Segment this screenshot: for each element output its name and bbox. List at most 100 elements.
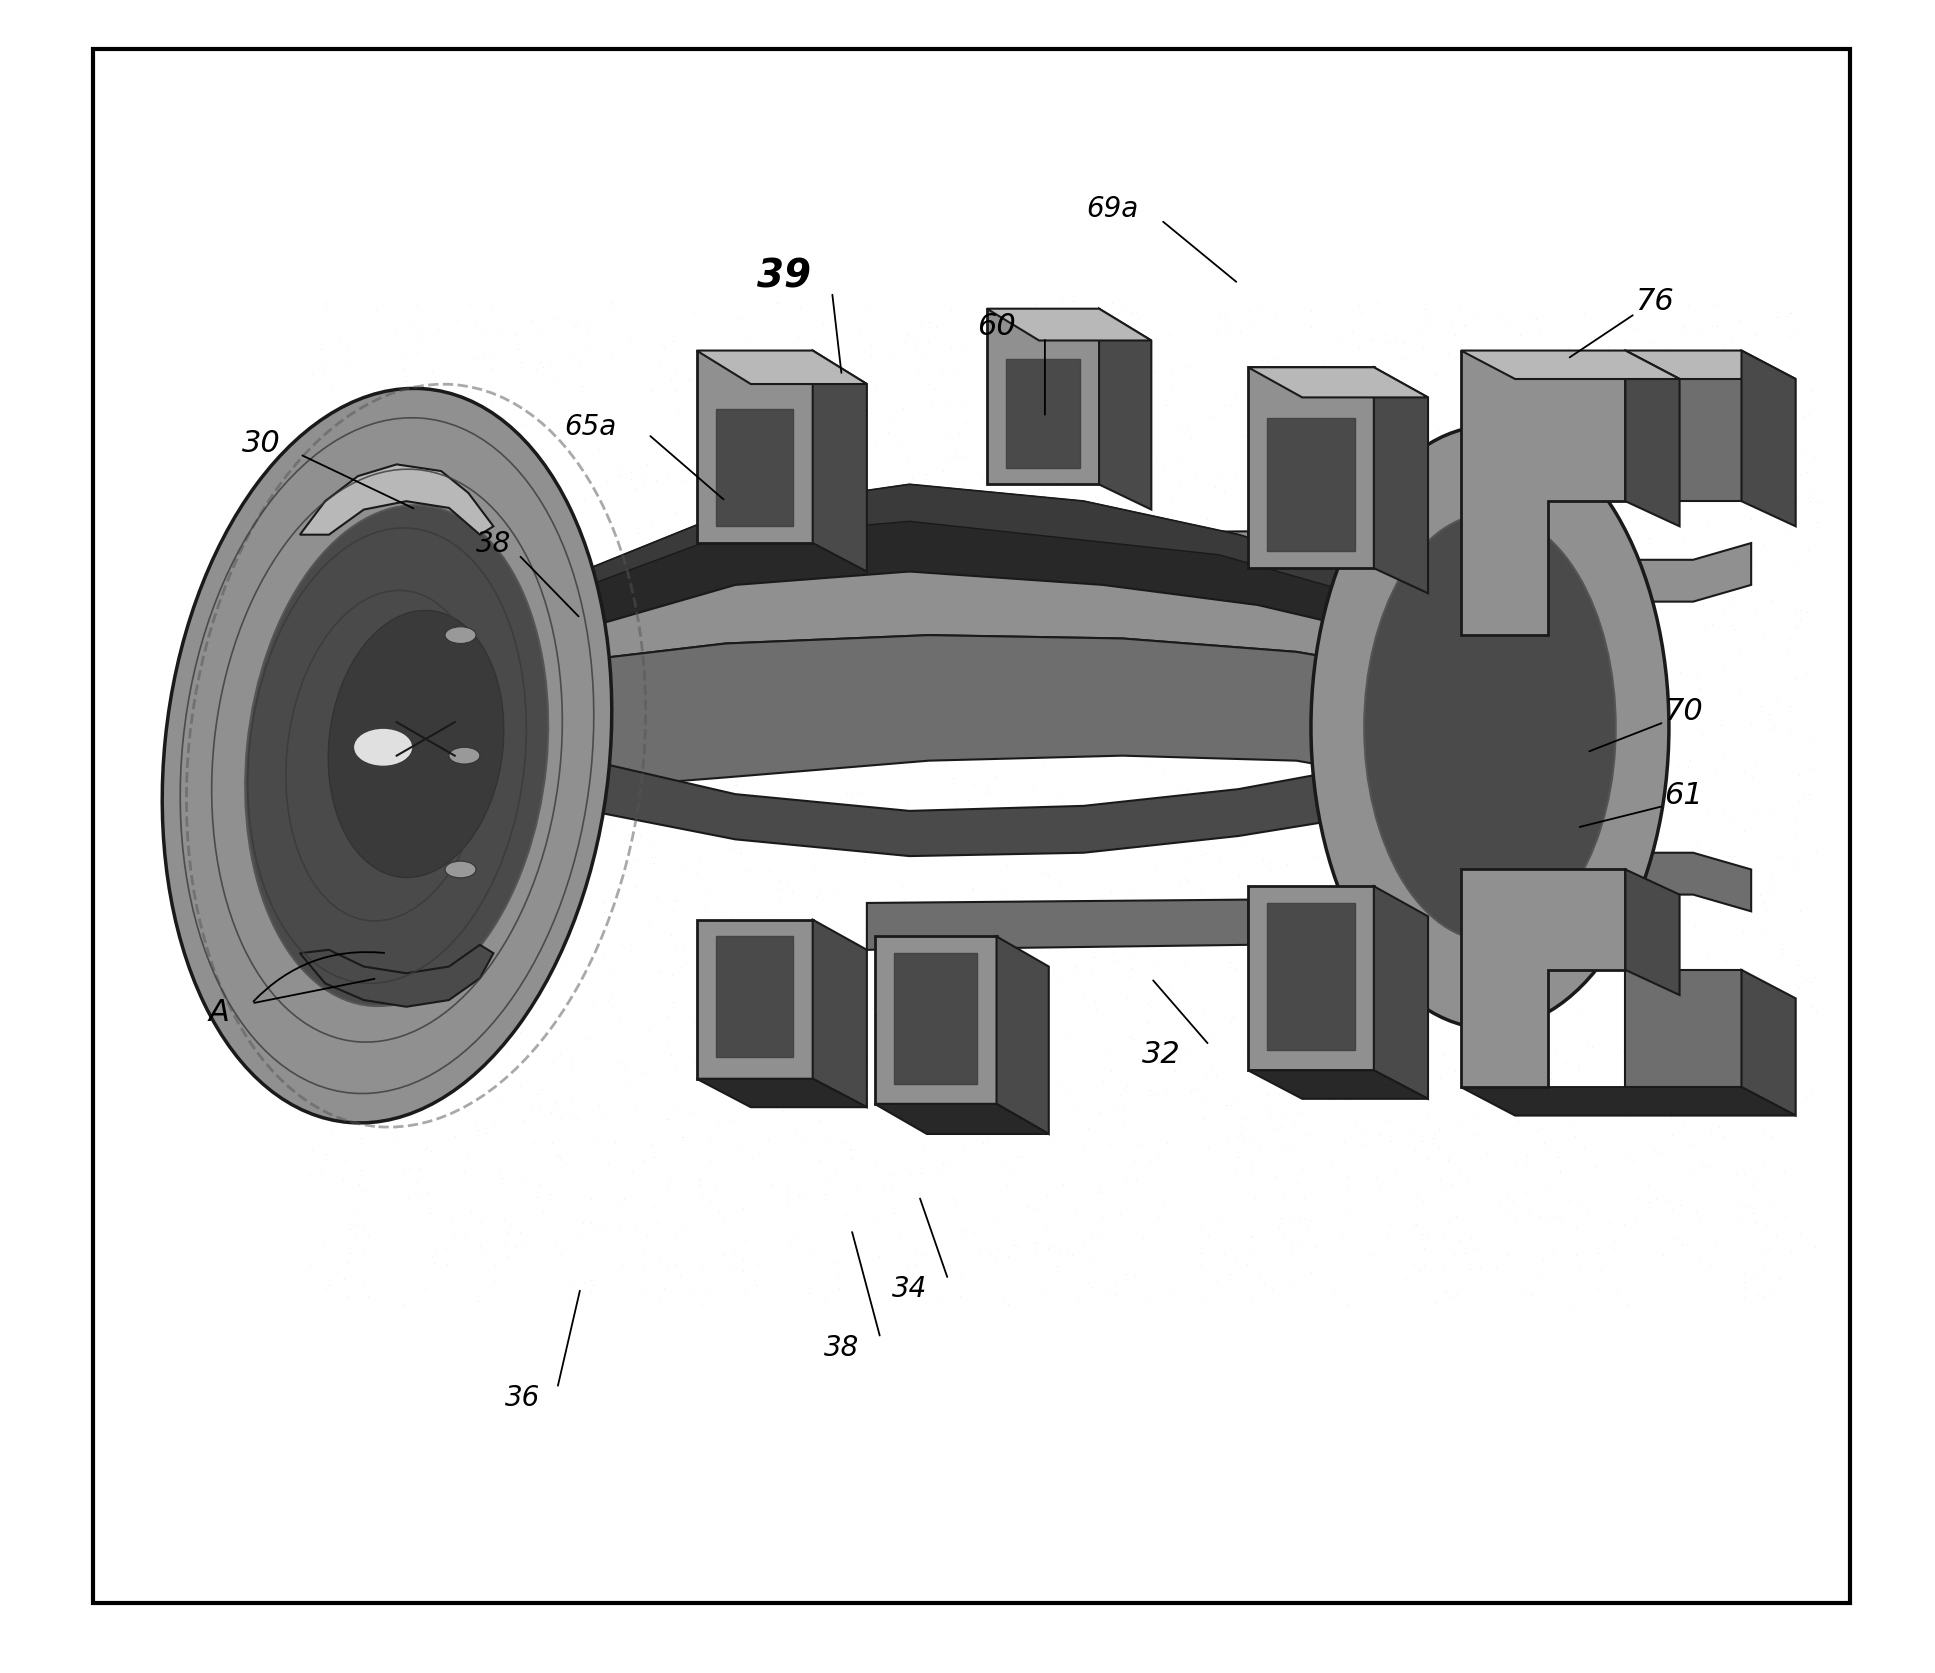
- Point: [1395, 519, 1426, 545]
- Point: [1254, 857, 1285, 883]
- Point: [1120, 1166, 1151, 1193]
- Point: [1095, 880, 1126, 907]
- Point: [1354, 820, 1385, 847]
- Point: [1109, 1076, 1140, 1103]
- Point: [1027, 478, 1058, 505]
- Point: [302, 977, 333, 1004]
- Point: [1236, 1285, 1267, 1312]
- Point: [443, 534, 474, 560]
- Point: [637, 1131, 668, 1158]
- Ellipse shape: [354, 729, 412, 766]
- Point: [728, 1195, 759, 1221]
- Point: [652, 463, 683, 490]
- Point: [1523, 320, 1554, 346]
- Point: [1262, 1116, 1293, 1143]
- Point: [1745, 965, 1776, 992]
- Point: [540, 783, 571, 810]
- Point: [1343, 657, 1374, 684]
- Point: [1068, 985, 1099, 1012]
- Point: [931, 654, 962, 681]
- Point: [1716, 555, 1747, 582]
- Point: [557, 922, 588, 949]
- Point: [1115, 878, 1146, 905]
- Point: [1202, 321, 1233, 348]
- Point: [799, 813, 830, 840]
- Point: [1792, 599, 1823, 626]
- Point: [1165, 415, 1196, 442]
- Point: [1006, 1037, 1037, 1064]
- Point: [536, 1181, 567, 1208]
- Point: [1155, 898, 1186, 925]
- Point: [1265, 1019, 1296, 1046]
- Point: [1211, 311, 1242, 338]
- Point: [724, 627, 755, 654]
- Point: [1643, 1081, 1674, 1108]
- Point: [971, 420, 1002, 447]
- Point: [1296, 1258, 1327, 1285]
- Point: [700, 686, 731, 713]
- Point: [697, 370, 728, 397]
- Point: [1680, 378, 1711, 405]
- Point: [666, 1124, 697, 1151]
- Point: [1792, 537, 1823, 564]
- Point: [1037, 547, 1068, 574]
- Point: [1124, 639, 1155, 666]
- Point: [462, 577, 493, 604]
- Point: [522, 318, 553, 345]
- Point: [472, 744, 503, 771]
- Point: [1089, 567, 1120, 594]
- Point: [660, 935, 691, 962]
- Point: [615, 937, 646, 964]
- Point: [789, 428, 820, 455]
- Point: [1709, 475, 1740, 502]
- Point: [817, 489, 848, 515]
- Point: [673, 1282, 704, 1308]
- Point: [588, 669, 619, 696]
- Point: [1641, 597, 1672, 624]
- Point: [339, 724, 370, 751]
- Point: [1031, 815, 1062, 842]
- Point: [1188, 733, 1219, 760]
- Point: [867, 1029, 898, 1056]
- Point: [1527, 1116, 1558, 1143]
- Point: [849, 1086, 880, 1113]
- Point: [476, 393, 507, 420]
- Point: [896, 962, 927, 989]
- Point: [855, 333, 886, 360]
- Text: 39: 39: [757, 258, 811, 294]
- Point: [329, 1103, 360, 1129]
- Point: [1565, 1251, 1596, 1278]
- Point: [1509, 1148, 1540, 1174]
- Point: [1231, 559, 1262, 586]
- Point: [1111, 1164, 1142, 1191]
- Point: [1095, 291, 1126, 318]
- Point: [1451, 639, 1482, 666]
- Point: [1668, 529, 1699, 555]
- Ellipse shape: [163, 390, 611, 1123]
- Point: [710, 477, 741, 504]
- Point: [1726, 1190, 1757, 1216]
- Point: [1434, 1210, 1465, 1236]
- Point: [1047, 473, 1078, 500]
- Point: [1654, 1104, 1685, 1131]
- Point: [482, 522, 513, 549]
- Point: [729, 858, 760, 885]
- Point: [1794, 480, 1825, 507]
- Point: [577, 606, 608, 632]
- Point: [969, 569, 1000, 596]
- Point: [691, 383, 722, 410]
- Point: [402, 293, 433, 320]
- Point: [1705, 713, 1736, 739]
- Point: [873, 420, 904, 447]
- Point: [1167, 691, 1198, 718]
- Point: [1610, 617, 1641, 644]
- Point: [1275, 570, 1306, 597]
- Point: [623, 520, 654, 547]
- Point: [685, 954, 716, 980]
- Point: [1227, 532, 1258, 559]
- Point: [1103, 790, 1134, 816]
- Point: [1250, 490, 1281, 517]
- Point: [720, 591, 751, 617]
- Point: [1298, 453, 1329, 480]
- Point: [1279, 1111, 1310, 1138]
